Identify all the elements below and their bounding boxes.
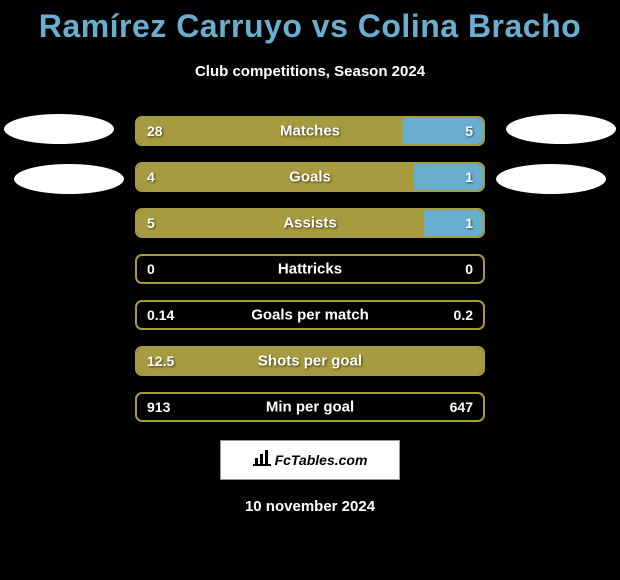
comparison-arena: 285Matches 41Goals 51Assists 00Hattricks 0.1… [0,116,620,422]
stat-bars: 285Matches 41Goals 51Assists 00Hattricks 0.1… [135,116,485,422]
avatar-left-top [4,114,114,144]
stat-row: 41Goals [135,162,485,192]
avatar-right-top [506,114,616,144]
page-title: Ramírez Carruyo vs Colina Bracho [0,0,620,45]
stat-row: 00Hattricks [135,254,485,284]
date-label: 10 november 2024 [0,498,620,515]
stat-row: 913647Min per goal [135,392,485,422]
stat-label: Shots per goal [137,353,483,370]
stat-label: Assists [137,215,483,232]
stat-label: Goals per match [137,307,483,324]
watermark-text: FcTables.com [275,452,368,468]
stat-label: Goals [137,169,483,186]
stat-label: Matches [137,123,483,140]
stat-row: 51Assists [135,208,485,238]
stat-label: Min per goal [137,399,483,416]
stat-row: 285Matches [135,116,485,146]
stat-row: 12.5Shots per goal [135,346,485,376]
watermark: FcTables.com [220,440,400,480]
stat-row: 0.140.2Goals per match [135,300,485,330]
stat-label: Hattricks [137,261,483,278]
chart-icon [253,450,271,471]
avatar-left-bottom [14,164,124,194]
avatar-right-bottom [496,164,606,194]
page-subtitle: Club competitions, Season 2024 [0,63,620,80]
